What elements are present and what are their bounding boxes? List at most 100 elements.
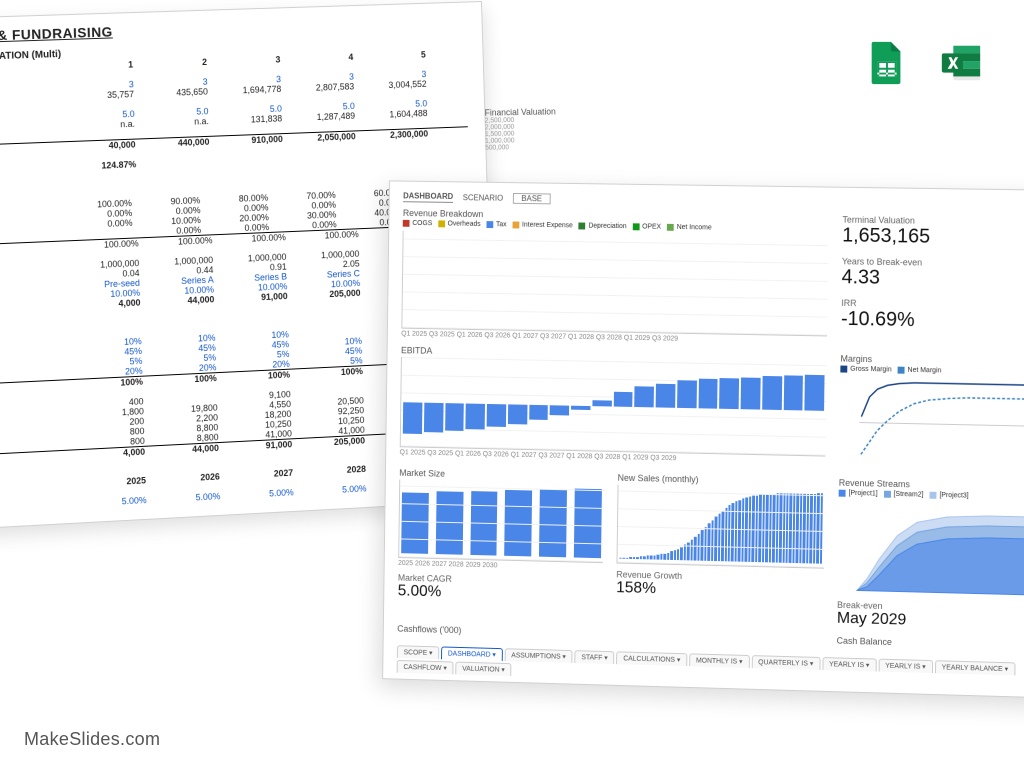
newsales-bar — [674, 550, 677, 560]
ebitda-bar — [804, 369, 825, 452]
legend-item: COGS — [403, 220, 433, 227]
newsales-bar — [690, 539, 693, 560]
ebitda-bar — [698, 367, 718, 449]
newsales-bar — [646, 556, 648, 560]
kpi-value: 1,653,165 — [842, 225, 1024, 250]
excel-icon — [938, 40, 984, 86]
newsales-bar — [680, 547, 683, 560]
legend-item: Net Margin — [898, 367, 942, 375]
cell: 205,000 — [287, 288, 360, 301]
market-bar — [470, 491, 498, 556]
ebitda-bar — [783, 368, 804, 451]
newsales-bar — [684, 545, 687, 560]
sheet-tab[interactable]: MONTHLY IS ▾ — [689, 653, 749, 668]
sheet-tab[interactable]: SCOPE ▾ — [397, 645, 439, 659]
cell: 44,000 — [140, 294, 214, 307]
legend-item: Gross Margin — [840, 366, 891, 374]
cashflows-title: Cashflows ('000) — [397, 623, 823, 644]
ebitda-bar — [740, 368, 760, 451]
kpi-value: 4.33 — [842, 266, 1024, 292]
legend-item: [Stream2] — [884, 491, 924, 499]
scenario-picker[interactable]: BASE — [513, 193, 551, 204]
sheet-tab[interactable]: VALUATION ▾ — [455, 661, 511, 675]
sheet-tab[interactable]: CALCULATIONS ▾ — [616, 651, 687, 666]
sheet-tab[interactable]: YEARLY IS ▾ — [878, 658, 933, 672]
amt-label: Amount to raise — [0, 301, 66, 318]
newsales-bar — [820, 493, 823, 564]
newsales-bar — [697, 534, 700, 561]
legend-item: [Project3] — [929, 492, 968, 500]
ebitda-bar — [486, 363, 506, 445]
newsales-bar — [663, 553, 665, 559]
newsales-bar — [643, 556, 645, 559]
ebitda-bar — [465, 362, 485, 444]
legend-item: Net Income — [667, 224, 712, 232]
market-bar — [539, 490, 567, 558]
newsales-bar — [626, 557, 628, 558]
newsales-bar — [660, 554, 662, 560]
ebitda-bar — [403, 361, 423, 443]
legend-item: Overheads — [438, 220, 481, 228]
sheet-tab[interactable]: QUARTERLY IS ▾ — [751, 655, 820, 670]
sheet-tab[interactable]: CASHFLOW ▾ — [397, 660, 454, 674]
newsales-bar — [677, 549, 680, 560]
ebitda-bar — [424, 361, 444, 443]
kpi-value: -10.69% — [841, 308, 1024, 334]
sheet-tab[interactable]: YEARLY IS ▾ — [822, 657, 876, 671]
revenue-breakdown-chart — [401, 231, 828, 337]
newsales-bar — [694, 537, 697, 561]
newsales-bar — [619, 557, 621, 558]
ebitda-bar — [549, 364, 569, 446]
newsales-bar — [701, 531, 704, 561]
ebitda-bar — [676, 366, 696, 448]
newsales-bar — [667, 553, 670, 560]
ebitda-bar — [444, 362, 464, 444]
rri-value: 124.87% — [62, 159, 137, 172]
ebitda-bar — [592, 365, 612, 447]
ebitda-bar — [761, 368, 782, 451]
ebitda-bar — [528, 363, 548, 445]
breakeven-value: May 2029 — [837, 610, 1024, 633]
scenario-label: SCENARIO — [463, 193, 503, 202]
sheet-tab[interactable]: YEARLY BALANCE ▾ — [935, 660, 1016, 675]
sheet-tab[interactable]: DASHBOARD ▾ — [441, 646, 503, 660]
market-bar — [436, 491, 464, 554]
google-sheets-icon — [864, 40, 910, 86]
sheet-tab[interactable]: STAFF ▾ — [575, 650, 615, 664]
dashboard-title: DASHBOARD — [403, 191, 453, 203]
fin-val-mini-chart: Financial Valuation 2,500,0002,000,0001,… — [485, 105, 617, 151]
newsales-bar — [657, 555, 659, 560]
cashbalance-title: Cash Balance — [837, 635, 1024, 651]
watermark: MakeSlides.com — [24, 729, 160, 750]
newsales-bar — [636, 557, 638, 559]
market-bar — [505, 490, 533, 556]
cell: 91,000 — [214, 291, 288, 304]
newsales-bar — [687, 542, 690, 560]
cell: 4,000 — [66, 298, 141, 311]
market-bar — [574, 489, 602, 558]
margins-chart — [839, 376, 1024, 472]
market-bar — [401, 492, 429, 554]
dashboard-window: DASHBOARD SCENARIO BASE Revenue Breakdow… — [382, 180, 1024, 698]
legend-item: Tax — [486, 221, 506, 228]
ebitda-bar — [507, 363, 527, 445]
newsales-bar — [650, 556, 652, 560]
ebitda-bar — [613, 365, 633, 447]
sheet-tabs: SCOPE ▾DASHBOARD ▾ASSUMPTIONS ▾STAFF ▾CA… — [397, 645, 1024, 691]
product-icons — [864, 40, 984, 86]
newsales-bar — [704, 527, 707, 561]
newsales-bar — [633, 557, 635, 559]
ebitda-chart — [400, 357, 827, 457]
legend-item: OPEX — [632, 223, 661, 230]
ebitda-bar — [655, 366, 675, 448]
legend-item: Interest Expense — [512, 221, 573, 229]
newsales-bar — [640, 556, 642, 559]
ebitda-bar — [634, 366, 654, 448]
newsales-bar — [630, 557, 632, 559]
market-chart — [398, 480, 604, 564]
ebitda-bar — [571, 364, 591, 446]
kpi-block: Terminal Valuation 1,653,165 Years to Br… — [841, 215, 1024, 350]
newsales-bar — [670, 552, 673, 560]
sheet-tab[interactable]: ASSUMPTIONS ▾ — [504, 648, 572, 663]
ebitda-bar — [719, 367, 739, 450]
